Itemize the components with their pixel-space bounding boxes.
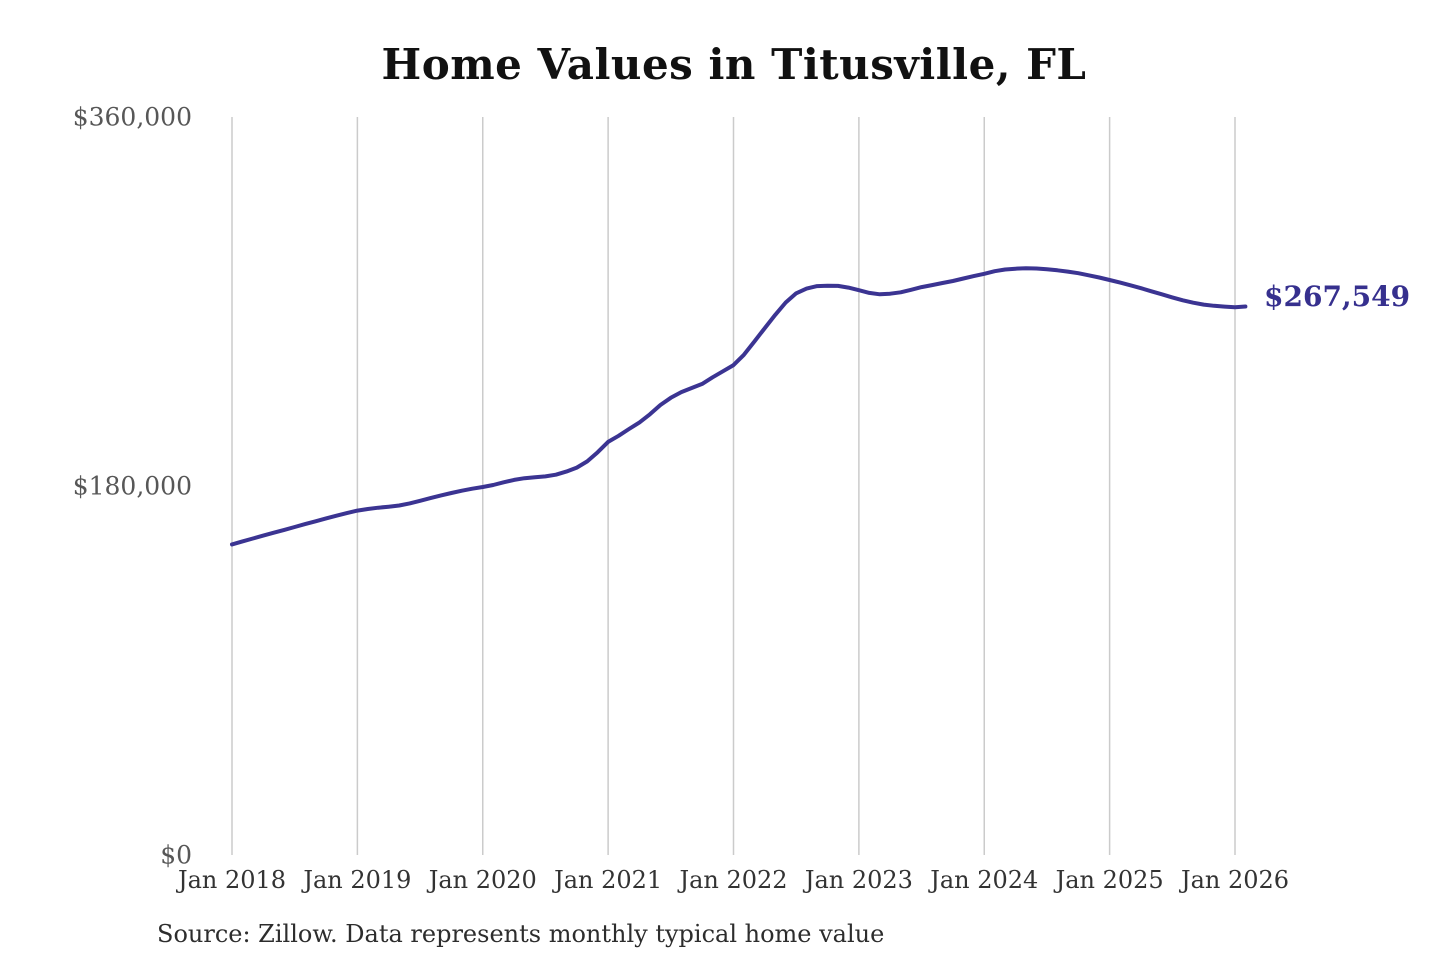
x-tick-label: Jan 2021 xyxy=(554,866,663,894)
x-tick-label: Jan 2024 xyxy=(930,866,1039,894)
x-tick-label: Jan 2019 xyxy=(303,866,412,894)
source-note: Source: Zillow. Data represents monthly … xyxy=(157,920,885,948)
chart-title: Home Values in Titusville, FL xyxy=(381,40,1087,89)
x-tick-label: Jan 2022 xyxy=(679,866,788,894)
current-value-label: $267,549 xyxy=(1264,280,1411,313)
x-tick-label: Jan 2026 xyxy=(1180,866,1290,894)
x-tick-label: Jan 2020 xyxy=(428,866,537,894)
x-tick-label: Jan 2025 xyxy=(1055,866,1164,894)
y-tick-label: $0 xyxy=(160,840,192,870)
x-tick-label: Jan 2023 xyxy=(804,866,913,894)
y-tick-label: $180,000 xyxy=(72,471,192,501)
y-tick-label: $360,000 xyxy=(72,102,192,132)
series-line xyxy=(230,266,1248,547)
gridlines-group xyxy=(231,117,1236,855)
x-tick-label: Jan 2018 xyxy=(177,866,287,894)
